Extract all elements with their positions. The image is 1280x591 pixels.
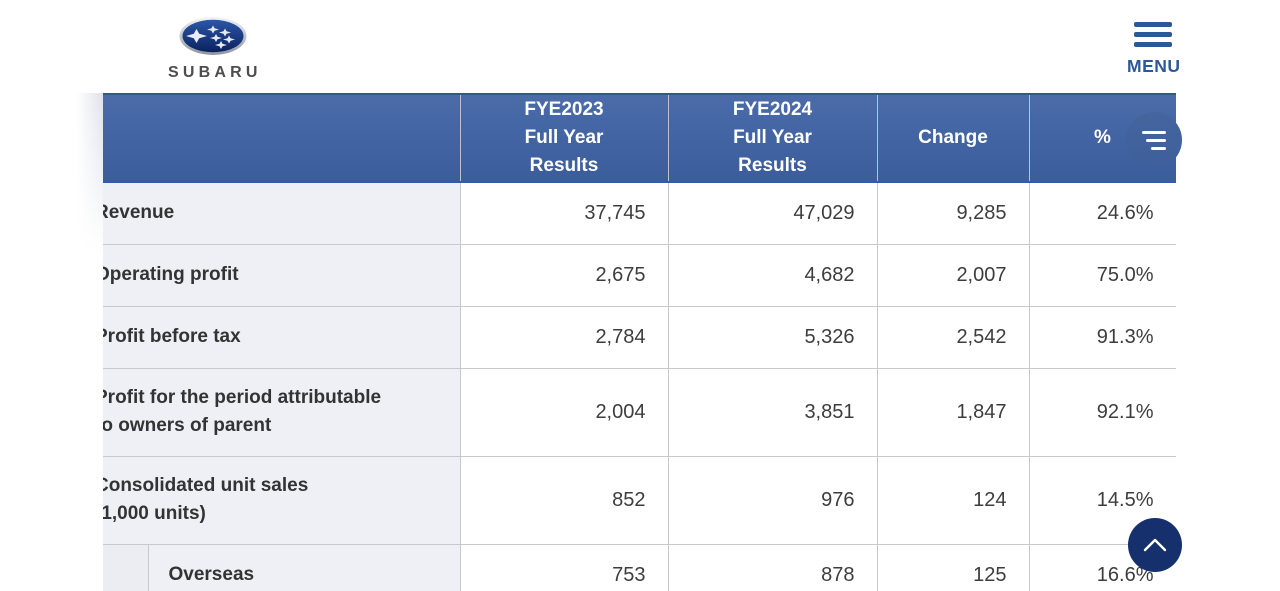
header-cell-percent: %: [1028, 93, 1176, 183]
table-row-overseas: Overseas 753 878 125 16.6%: [103, 543, 1176, 591]
table-header-row: FYE2023 Full Year Results FYE2024 Full Y…: [103, 93, 1176, 183]
table-row-consolidated-unit-sales: Consolidated unit sales (1,000 units) 85…: [103, 455, 1176, 545]
header-cell-fye2023: FYE2023 Full Year Results: [459, 93, 669, 183]
row-label: Operating profit: [103, 243, 461, 307]
subaru-wordmark: SUBARU: [168, 64, 262, 81]
cell-fye2024: 976: [667, 455, 878, 545]
row-indent-gutter: [103, 543, 149, 591]
scroll-to-top-button[interactable]: [1128, 518, 1182, 572]
cell-percent: 92.1%: [1028, 367, 1176, 457]
table-row-operating-profit: Operating profit 2,675 4,682 2,007 75.0%: [103, 243, 1176, 307]
row-label: Profit before tax: [103, 305, 461, 369]
cell-fye2024: 4,682: [667, 243, 878, 307]
chevron-up-icon: [1143, 538, 1167, 552]
hamburger-icon: [1134, 22, 1172, 47]
cell-fye2024: 878: [667, 543, 878, 591]
header-cell-empty: [103, 93, 461, 183]
cell-fye2023: 37,745: [459, 181, 669, 245]
cell-fye2024: 47,029: [667, 181, 878, 245]
cell-percent: 75.0%: [1028, 243, 1176, 307]
table-row-profit-before-tax: Profit before tax 2,784 5,326 2,542 91.3…: [103, 305, 1176, 369]
table-row-profit-attributable: Profit for the period attributable to ow…: [103, 367, 1176, 457]
row-label: Profit for the period attributable to ow…: [103, 367, 461, 457]
header-cell-fye2024: FYE2024 Full Year Results: [667, 93, 878, 183]
cell-fye2024: 3,851: [667, 367, 878, 457]
cell-percent: 24.6%: [1028, 181, 1176, 245]
cell-fye2023: 2,004: [459, 367, 669, 457]
cell-change: 2,007: [876, 243, 1030, 307]
cell-change: 125: [876, 543, 1030, 591]
menu-label: MENU: [1127, 55, 1181, 76]
cell-fye2024: 5,326: [667, 305, 878, 369]
cell-change: 1,847: [876, 367, 1030, 457]
cell-change: 124: [876, 455, 1030, 545]
menu-button[interactable]: MENU: [1127, 22, 1181, 77]
table-scroll-hint-tab: [1126, 112, 1182, 168]
left-scroll-shadow: [77, 93, 103, 293]
cell-fye2023: 753: [459, 543, 669, 591]
cell-fye2023: 2,675: [459, 243, 669, 307]
financial-results-table: FYE2023 Full Year Results FYE2024 Full Y…: [103, 93, 1176, 591]
subaru-logo[interactable]: SUBARU: [166, 16, 260, 82]
row-label: Overseas: [147, 543, 461, 591]
row-label: Consolidated unit sales (1,000 units): [103, 455, 461, 545]
header-cell-change: Change: [876, 93, 1030, 183]
results-table-viewport[interactable]: FYE2023 Full Year Results FYE2024 Full Y…: [103, 93, 1176, 591]
cell-fye2023: 852: [459, 455, 669, 545]
cell-fye2023: 2,784: [459, 305, 669, 369]
subaru-logo-icon: [179, 17, 247, 55]
cell-percent: 91.3%: [1028, 305, 1176, 369]
row-label: Revenue: [103, 181, 461, 245]
cell-change: 2,542: [876, 305, 1030, 369]
table-row-revenue: Revenue 37,745 47,029 9,285 24.6%: [103, 181, 1176, 245]
scroll-hint-lines-icon: [1142, 131, 1166, 134]
cell-change: 9,285: [876, 181, 1030, 245]
